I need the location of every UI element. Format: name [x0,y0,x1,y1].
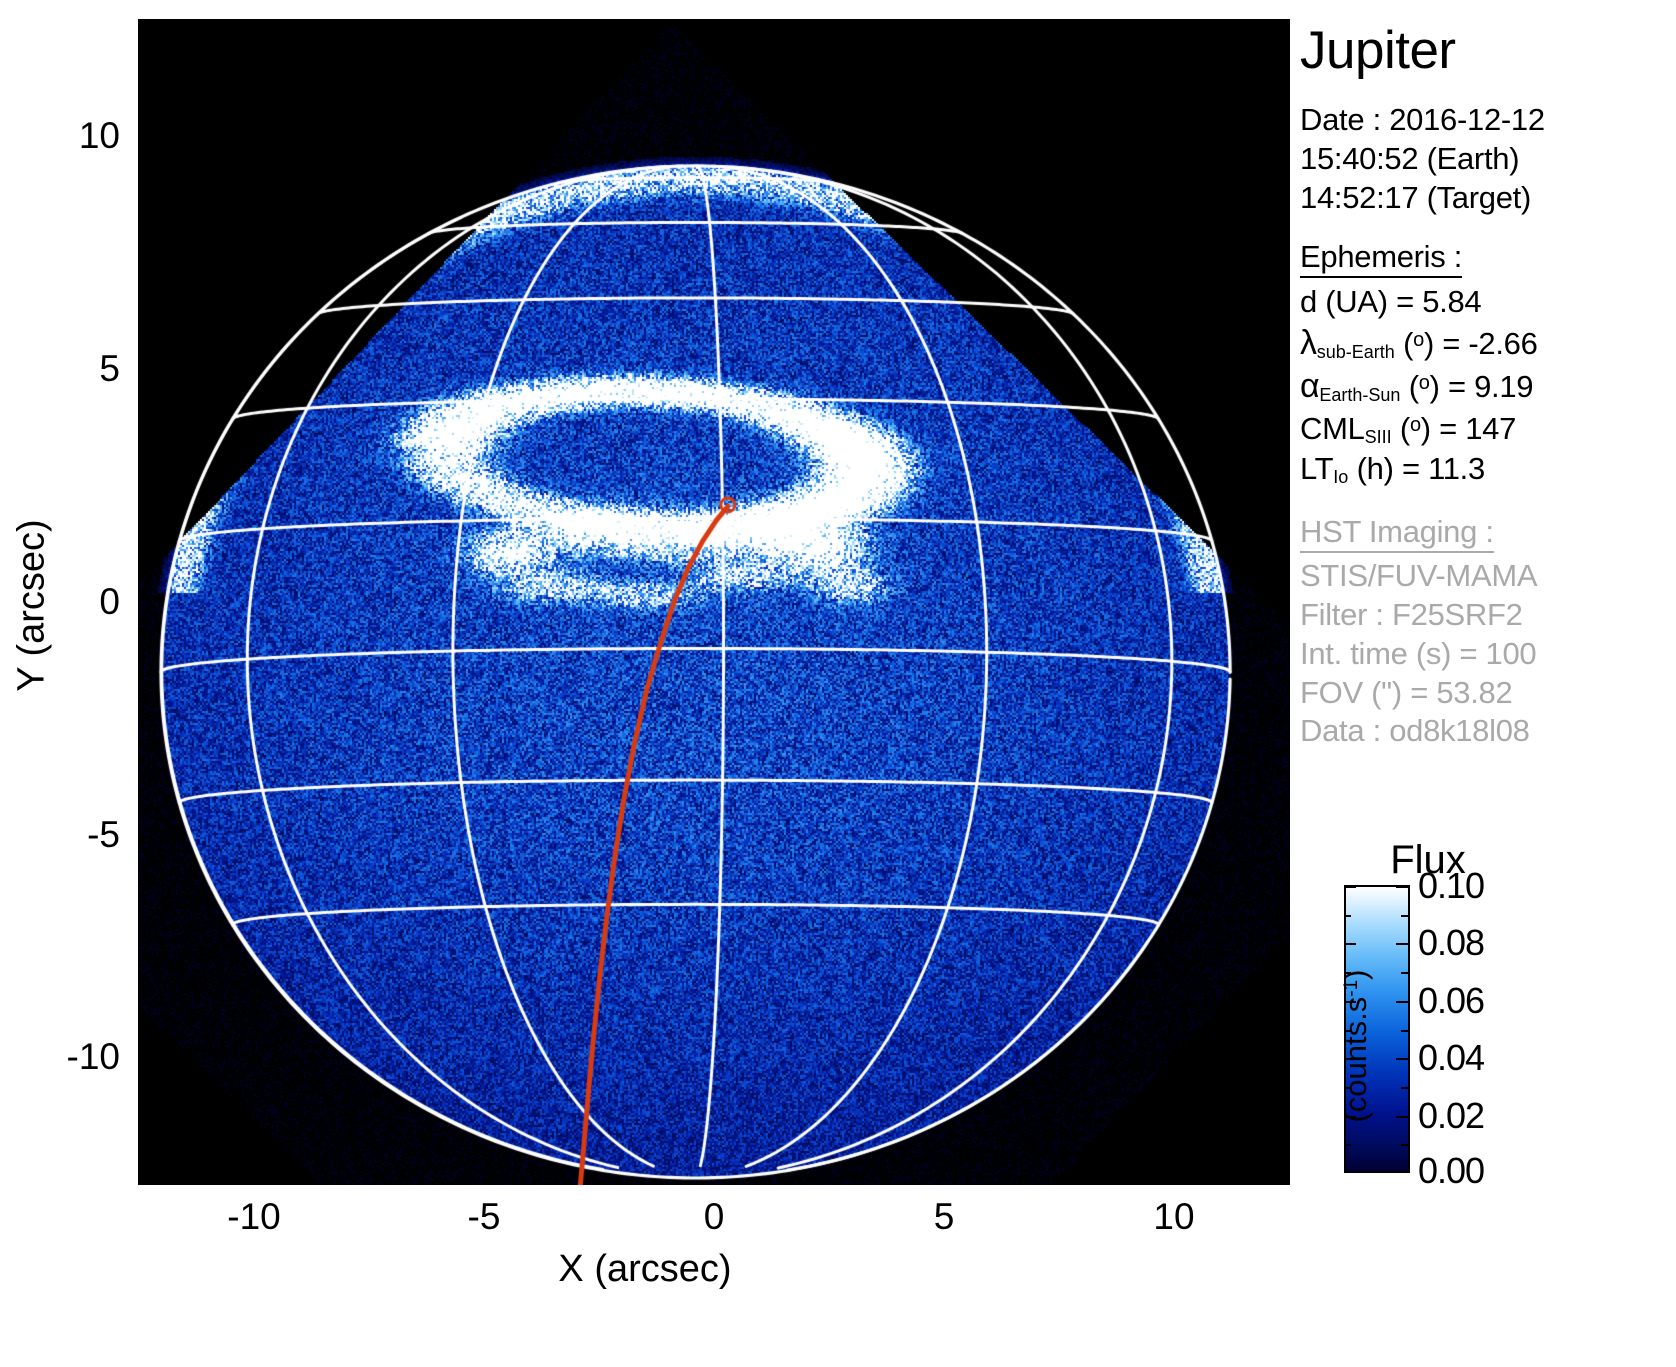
sub-earth-subscript: sub-Earth [1316,341,1395,362]
colorbar-tick-label: 0.06 [1418,980,1485,1021]
colorbar-unit-exponent: -1 [1341,979,1362,997]
filter-name: Filter : F25SRF2 [1300,597,1523,633]
colorbar-tick [1396,1171,1408,1173]
ephemeris-row-distance: d (UA) = 5.84 [1300,282,1676,322]
field-of-view: FOV (") = 53.82 [1300,674,1513,710]
jupiter-aurora-image [138,19,1290,1185]
x-tick-label: -10 [227,1196,281,1237]
y-axis-label: Y (arcsec) [10,519,53,692]
colorbar-tick [1396,1058,1408,1060]
colorbar-unit-label: (counts.s-1) [1338,926,1374,1166]
y-axis: Y (arcsec) 10 5 0 -5 -10 [0,0,138,1367]
ephemeris-row-sub-earth-latitude: λsub-Earth (o) = -2.66 [1300,323,1538,362]
colorbar-tick-label: 0.02 [1418,1095,1485,1136]
siii-subscript: SIII [1364,426,1392,447]
observation-date: Date : 2016-12-12 [1300,102,1545,137]
ephemeris-row-phase-angle: αEarth-Sun (o) = 9.19 [1300,367,1534,406]
colorbar-minor-tick [1401,1030,1408,1032]
observation-time-earth: 15:40:52 (Earth) [1300,140,1520,176]
colorbar-minor-tick [1344,1030,1351,1032]
hst-imaging-block: HST Imaging : STIS/FUV-MAMA Filter : F25… [1300,514,1676,751]
colorbar-tick [1344,1001,1356,1003]
colorbar-tick [1396,1116,1408,1118]
target-title: Jupiter [1300,21,1456,80]
degree-unit: (o) [1408,369,1440,405]
colorbar-minor-tick [1401,1144,1408,1146]
alpha-symbol: α [1300,367,1320,406]
instrument-name: STIS/FUV-MAMA [1300,558,1538,594]
ephemeris-row-cml: CMLSIII (o) = 147 [1300,410,1517,447]
colorbar-minor-tick [1344,1144,1351,1146]
y-tick-label: 0 [99,581,120,622]
colorbar-minor-tick [1344,1087,1351,1089]
y-tick-label: 5 [99,348,120,389]
colorbar-tick-label: 0.04 [1418,1037,1485,1078]
colorbar-tick [1344,1171,1356,1173]
earth-sun-subscript: Earth-Sun [1319,385,1401,406]
image-plot-area [138,19,1290,1185]
colorbar-minor-tick [1401,1087,1408,1089]
colorbar-tick-label: 0.10 [1418,865,1485,906]
integration-time: Int. time (s) = 100 [1300,635,1537,671]
lambda-symbol: λ [1300,323,1317,362]
colorbar-tick [1344,886,1356,888]
x-axis-label: X (arcsec) [558,1248,732,1290]
io-local-time-value: 11.3 [1428,450,1485,486]
colorbar-gradient [1344,885,1410,1173]
cml-value: 147 [1465,410,1517,446]
x-tick-label: 0 [703,1196,725,1237]
phase-angle-value: 9.19 [1474,369,1534,405]
ephemeris-row-io-local-time: LTIo (h) = 11.3 [1300,450,1485,487]
observation-time-target: 14:52:17 (Target) [1300,179,1531,215]
hour-unit: (h) [1356,450,1394,486]
colorbar-minor-tick [1344,915,1351,917]
colorbar-tick [1396,1001,1408,1003]
x-tick-label: 10 [1153,1196,1195,1237]
y-tick-label: -5 [87,814,120,855]
ephemeris-distance-text: d (UA) = 5.84 [1300,284,1482,320]
colorbar-zone: Flux (counts.s-1) 0.10 0.08 0.06 0.04 0.… [1300,838,1676,1218]
colorbar-minor-tick [1401,915,1408,917]
annotation-panel: Jupiter Date : 2016-12-12 15:40:52 (Eart… [1300,14,1676,751]
y-tick-label: -10 [66,1036,120,1077]
ephemeris-block: Ephemeris : d (UA) = 5.84 λsub-Earth (o)… [1300,239,1676,488]
colorbar-tick [1344,1058,1356,1060]
x-tick-label: 5 [933,1196,955,1237]
io-subscript: Io [1333,466,1349,487]
colorbar-tick-label: 0.00 [1418,1150,1485,1191]
colorbar-tick [1396,943,1408,945]
colorbar-minor-tick [1344,972,1351,974]
lt-symbol: LT [1300,450,1334,486]
y-tick-label: 10 [78,115,120,156]
dataset-id: Data : od8k18l08 [1300,713,1530,749]
colorbar-tick [1396,886,1408,888]
cml-symbol: CML [1300,410,1365,446]
sub-earth-latitude-value: -2.66 [1468,325,1538,361]
colorbar-tick-label: 0.08 [1418,922,1485,963]
degree-unit: (o) [1403,325,1434,361]
colorbar-title: Flux [1390,838,1466,882]
colorbar-tick [1344,943,1356,945]
colorbar-tick [1344,1116,1356,1118]
colorbar-minor-tick [1401,972,1408,974]
x-tick-label: -5 [467,1196,501,1237]
hst-imaging-heading: HST Imaging : [1300,514,1494,554]
degree-unit: (o) [1399,410,1431,446]
ephemeris-heading: Ephemeris : [1300,239,1462,279]
